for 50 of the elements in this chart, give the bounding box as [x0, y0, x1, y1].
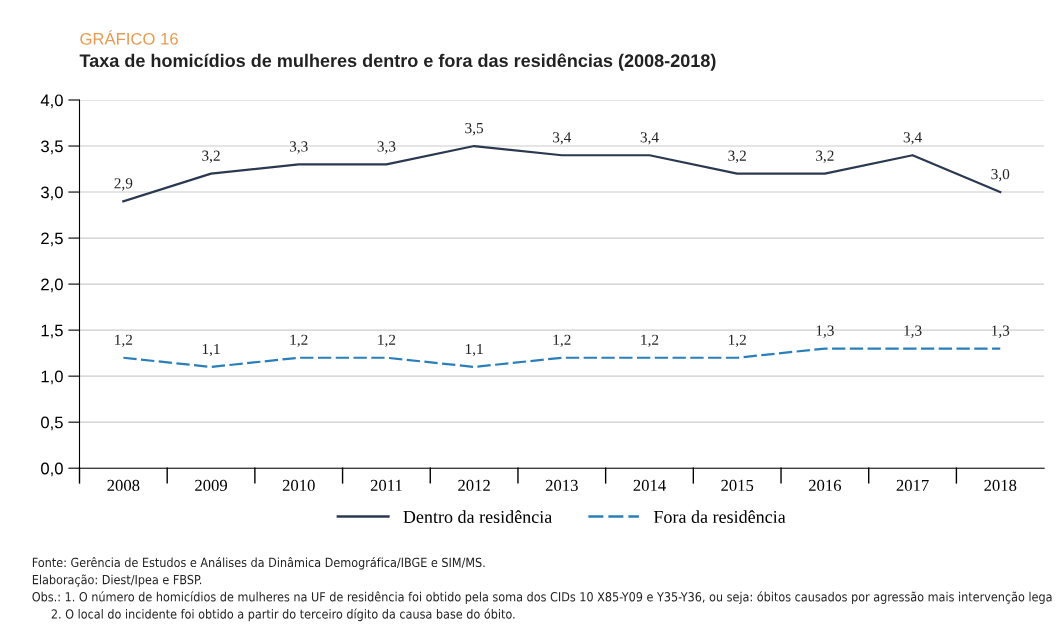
data-label: 1,1 — [465, 343, 483, 357]
x-tick-label: 2016 — [808, 479, 842, 492]
data-label: 3,3 — [289, 141, 308, 154]
data-label: 1,1 — [202, 343, 220, 357]
x-tick-label: 2015 — [721, 479, 754, 492]
data-label: 1,2 — [553, 334, 571, 348]
data-label: 3,0 — [991, 168, 1010, 182]
data-label: 3,2 — [816, 150, 834, 164]
legend-label: Fora da residência — [653, 510, 786, 524]
y-tick-label: 4,0 — [40, 94, 63, 109]
y-tick-label: 1,0 — [41, 370, 63, 385]
y-tick-label: 0,0 — [41, 462, 63, 477]
legend-label: Dentro da residência — [403, 510, 553, 524]
data-label: 1,2 — [115, 334, 133, 348]
data-label: 1,3 — [992, 325, 1010, 338]
x-tick-label: 2011 — [370, 479, 402, 492]
data-label: 1,2 — [378, 334, 396, 348]
text: Elaboração: Diest/Ipea e FBSP. — [32, 574, 202, 587]
data-label: 3,4 — [903, 132, 922, 145]
data-label: 1,2 — [290, 334, 308, 348]
data-label: 3,2 — [202, 150, 220, 164]
x-tick-label: 2017 — [896, 479, 929, 492]
y-tick-label: 3,5 — [41, 140, 63, 155]
data-label: 3,4 — [640, 132, 659, 145]
y-tick-label: 2,5 — [41, 232, 63, 247]
x-tick-label: 2013 — [545, 479, 578, 492]
data-label: 3,3 — [377, 141, 396, 154]
y-tick-label: 2,0 — [41, 278, 63, 293]
data-label: 1,2 — [641, 334, 659, 348]
data-label: 1,3 — [904, 325, 922, 338]
data-label: 3,4 — [552, 132, 572, 145]
data-label: 1,3 — [816, 325, 834, 338]
x-tick-label: 2009 — [195, 479, 228, 492]
y-tick-label: 0,5 — [41, 416, 63, 431]
x-tick-label: 2014 — [633, 479, 666, 492]
data-label: 3,5 — [465, 122, 484, 136]
data-label: 3,2 — [728, 150, 746, 164]
x-tick-label: 2018 — [984, 479, 1017, 492]
data-label: 1,2 — [728, 334, 746, 348]
x-tick-label: 2008 — [107, 479, 140, 492]
chart-title: Taxa de homicídios de mulheres dentro e fora das residências (2008-2018) — [79, 53, 716, 71]
source-note: Fonte: Gerência de Estudos e Análises da Dinâmica Demográfica/IBGE e SIM/MS. — [32, 556, 485, 570]
text: Obs.: 1. O número de homicídios de mulheres na UF de residência foi obtido pela soma dos CIDs 10 X85-Y09 e Y35-Y36, ou seja: óbitos causados por agressão mais intervenção lega — [32, 591, 1052, 604]
data-label: 2,9 — [114, 178, 133, 191]
y-tick-label: 3,0 — [41, 186, 63, 201]
text: 2. O local do incidente foi obtido a partir do terceiro dígito da causa base do óbito. — [51, 608, 515, 622]
y-tick-label: 1,5 — [41, 324, 63, 339]
chart-subtitle: GRÁFICO 16 — [80, 30, 178, 45]
x-tick-label: 2012 — [458, 479, 490, 492]
x-tick-label: 2010 — [282, 479, 315, 492]
